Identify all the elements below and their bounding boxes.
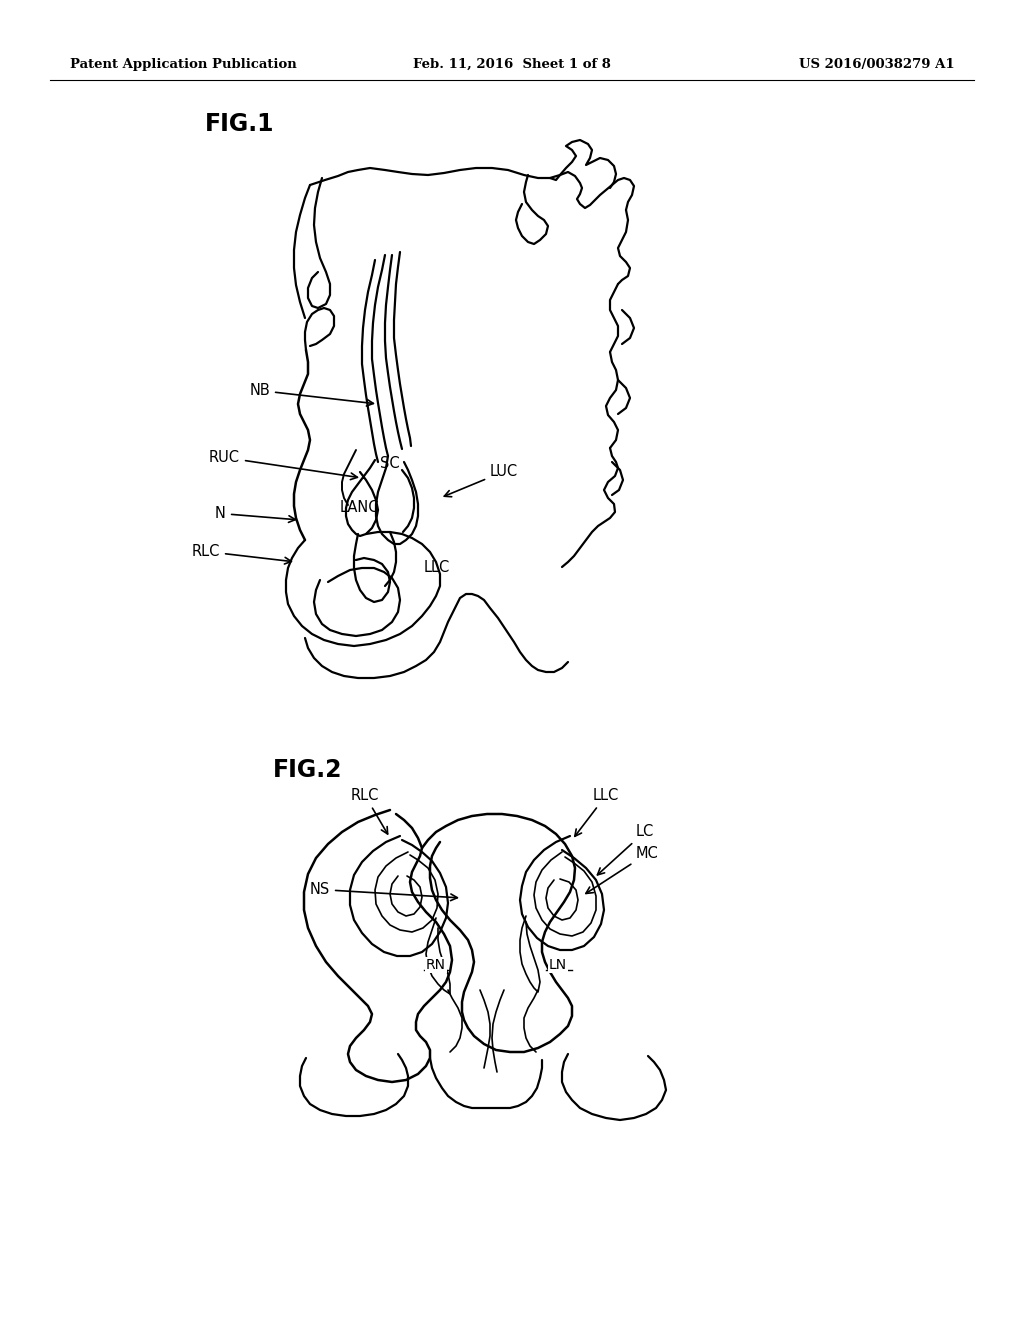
Text: FIG.1: FIG.1 [205, 112, 274, 136]
Text: US 2016/0038279 A1: US 2016/0038279 A1 [800, 58, 955, 71]
Text: SC: SC [380, 455, 399, 471]
Text: Patent Application Publication: Patent Application Publication [70, 58, 297, 71]
Text: RLC: RLC [191, 544, 292, 564]
Text: RUC: RUC [209, 450, 357, 479]
Text: RLC: RLC [351, 788, 388, 834]
Text: N: N [215, 506, 295, 523]
Text: LUC: LUC [444, 465, 518, 496]
Text: MC: MC [586, 846, 658, 894]
Text: LLC: LLC [574, 788, 620, 837]
Text: NB: NB [249, 383, 374, 407]
Text: Feb. 11, 2016  Sheet 1 of 8: Feb. 11, 2016 Sheet 1 of 8 [413, 58, 611, 71]
Text: LANC: LANC [340, 500, 380, 515]
Text: LN: LN [549, 958, 567, 972]
Text: LC: LC [597, 824, 654, 875]
Text: RN: RN [426, 958, 446, 972]
Text: NS: NS [309, 882, 458, 900]
Text: FIG.2: FIG.2 [273, 758, 342, 781]
Text: LLC: LLC [424, 560, 451, 576]
